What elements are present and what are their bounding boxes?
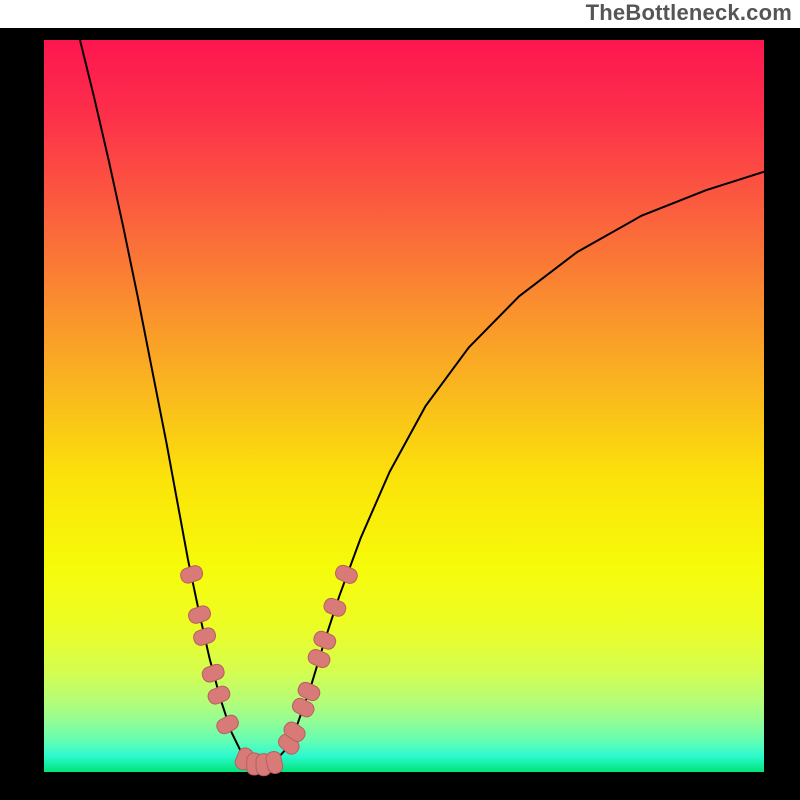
chart-svg — [0, 0, 800, 800]
watermark-text: TheBottleneck.com — [586, 0, 792, 26]
chart-root: TheBottleneck.com — [0, 0, 800, 800]
plot-background — [44, 40, 764, 772]
